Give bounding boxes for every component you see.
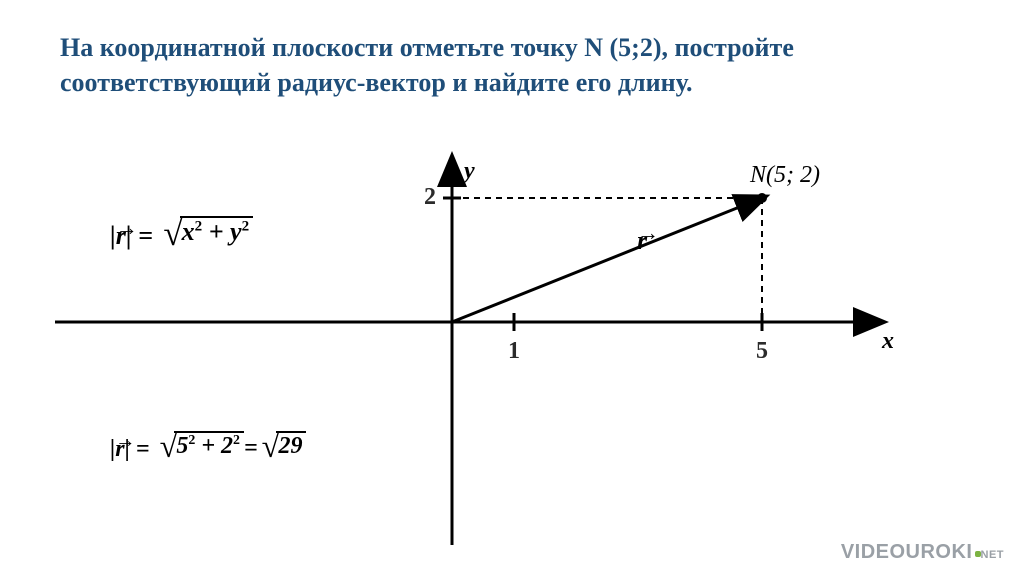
x-tick-5-label: 5 <box>756 338 768 365</box>
vector-r-label: →r <box>637 224 647 256</box>
footer-brand: VIDEOUROKI NET <box>841 541 1004 564</box>
x-axis-label: x <box>882 328 894 355</box>
brand-text-right: NET <box>981 549 1005 561</box>
point-n <box>757 193 767 203</box>
y-axis-label: y <box>464 158 475 185</box>
y-tick-2-label: 2 <box>424 184 436 211</box>
brand-text-left: VIDEOUROKI <box>841 541 973 563</box>
x-tick-1-label: 1 <box>508 338 520 365</box>
brand-dot-icon <box>975 551 981 557</box>
point-n-label: N(5; 2) <box>750 162 820 189</box>
radius-vector <box>452 198 762 322</box>
coordinate-diagram <box>0 0 1024 574</box>
